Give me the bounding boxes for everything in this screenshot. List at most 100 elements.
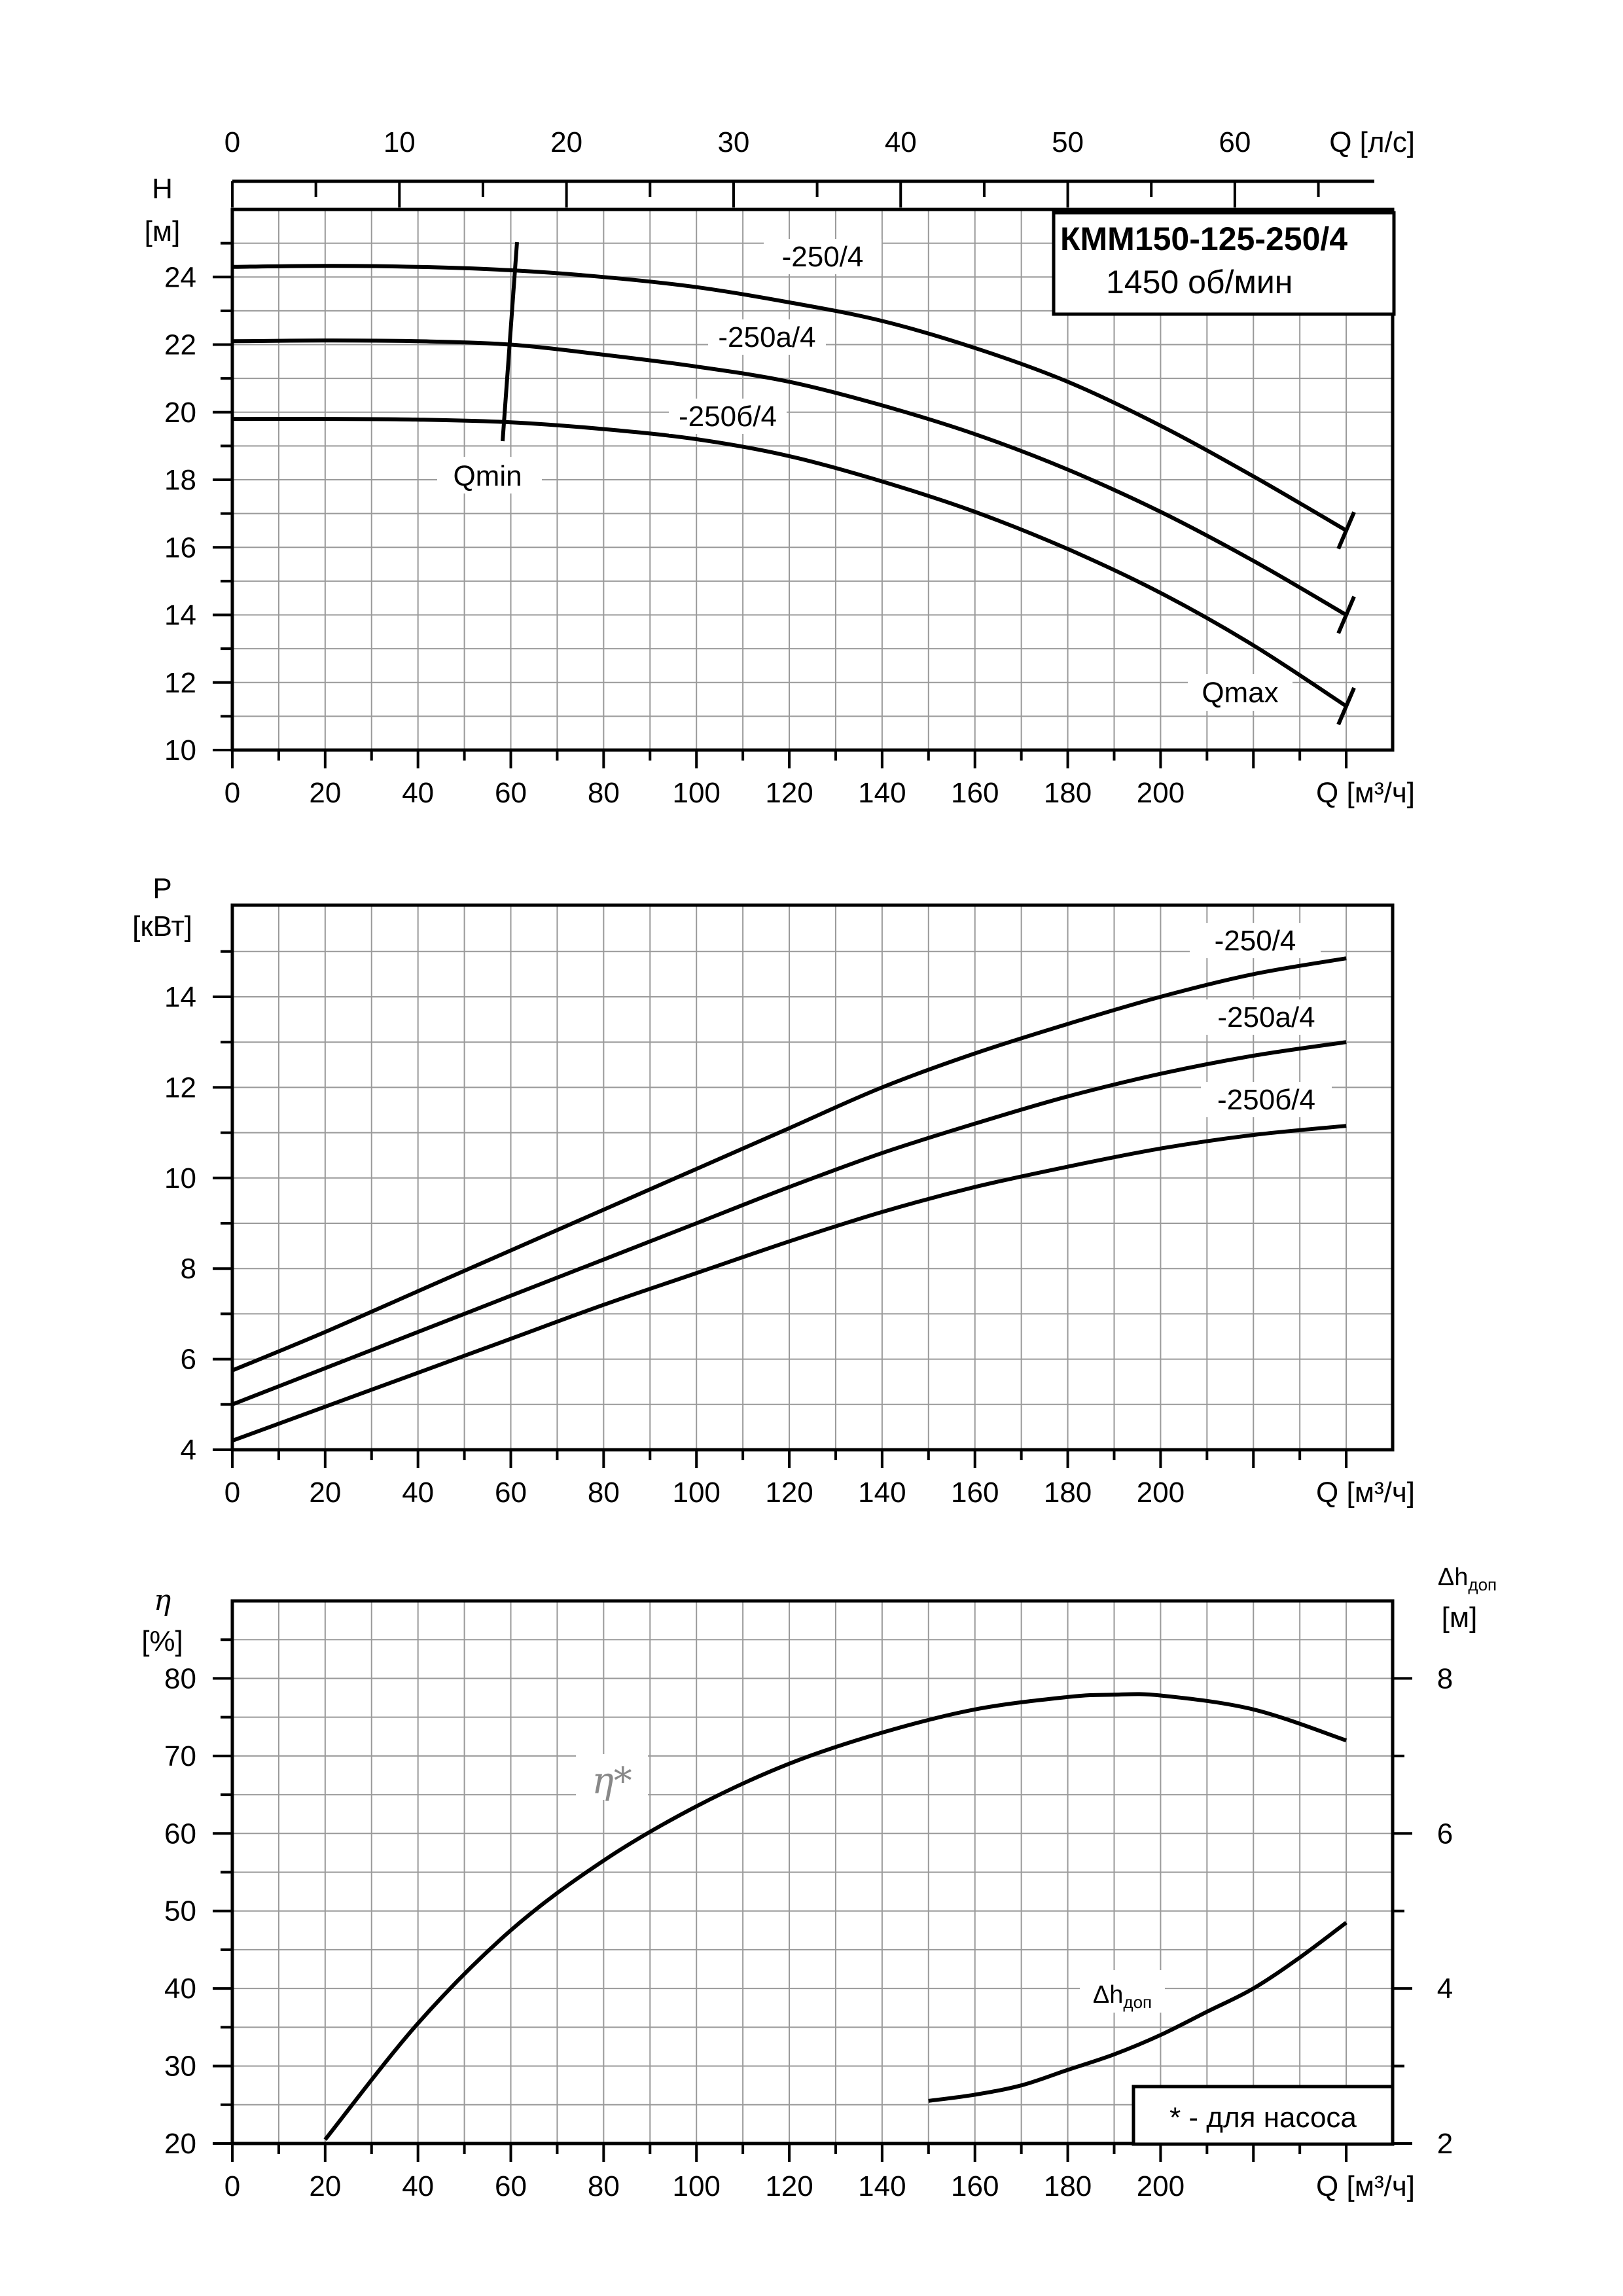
x-tick-label: 120	[765, 777, 813, 809]
series-label-bg	[1190, 923, 1321, 958]
x-tick-label: 60	[495, 1477, 527, 1509]
y-tick-label: 60	[164, 1818, 196, 1850]
series-line-0	[231, 956, 1347, 1372]
x-tick-label: 200	[1137, 2170, 1185, 2202]
y-axis-unit: [м]	[145, 215, 181, 247]
y2-axis-symbol: Δhдоп	[1438, 1564, 1497, 1594]
x-tick-label: 60	[495, 777, 527, 809]
y-tick-label: 80	[164, 1662, 196, 1695]
y-tick-label: 40	[164, 1973, 196, 2005]
npsh-label-bg	[1080, 1970, 1165, 2013]
x-tick-label: 60	[495, 2170, 527, 2202]
x2-tick-label: 50	[1052, 126, 1084, 158]
y-tick-label: 22	[164, 329, 196, 361]
x-tick-label: 80	[588, 2170, 620, 2202]
series-label: -250а/4	[718, 321, 815, 353]
x-tick-label: 140	[858, 1477, 906, 1509]
y-axis-unit: [%]	[141, 1625, 183, 1657]
y-tick-label: 24	[164, 261, 196, 293]
qmin-line	[501, 242, 519, 442]
x2-tick-label: 30	[717, 126, 749, 158]
x2-tick-label: 20	[550, 126, 582, 158]
qmax-marker	[1336, 596, 1356, 634]
y2-tick-label: 2	[1437, 2128, 1453, 2160]
x-tick-label: 200	[1137, 777, 1185, 809]
series-label-bg	[764, 239, 882, 274]
x-tick-label: 180	[1044, 2170, 1092, 2202]
x-tick-label: 80	[588, 1477, 620, 1509]
x2-tick-label: 40	[885, 126, 917, 158]
x-tick-label: 140	[858, 2170, 906, 2202]
x-tick-label: 160	[951, 2170, 999, 2202]
x-tick-label: 80	[588, 777, 620, 809]
head-chart: 10 12 14 16 18 20 22 24 H [м] 0 10 20 30 40 50 60 Q [л/с]…	[145, 126, 1415, 809]
x-tick-label: 20	[309, 2170, 341, 2202]
qmin-label: Qmin	[453, 460, 522, 492]
y-axis-unit: [кВт]	[132, 910, 192, 942]
note-text: * - для насоса	[1169, 2102, 1357, 2134]
x-tick-label: 180	[1044, 777, 1092, 809]
y-axis-symbol: P	[152, 872, 171, 905]
y-tick-label: 8	[181, 1253, 196, 1285]
y-tick-label: 10	[164, 1162, 196, 1194]
x-tick-label: 120	[765, 2170, 813, 2202]
x-tick-label: 120	[765, 1477, 813, 1509]
x-tick-label: 100	[672, 777, 720, 809]
series-label-bg	[1201, 999, 1332, 1035]
series-label: -250б/4	[1217, 1084, 1315, 1116]
x-tick-label: 200	[1137, 1477, 1185, 1509]
series-label: -250/4	[1215, 925, 1296, 957]
y-tick-label: 30	[164, 2051, 196, 2083]
x-tick-label: 0	[224, 2170, 240, 2202]
qmax-label: Qmax	[1202, 677, 1278, 709]
y-tick-label: 14	[164, 600, 196, 632]
x2-tick-label: 60	[1219, 126, 1251, 158]
series-line-2	[232, 417, 1347, 708]
series-line-1	[232, 338, 1347, 617]
y-tick-label: 18	[164, 464, 196, 496]
y-tick-label: 20	[164, 2128, 196, 2160]
x-tick-label: 0	[224, 777, 240, 809]
y2-tick-label: 6	[1437, 1818, 1453, 1850]
x-axis-label: Q [м³/ч]	[1316, 2170, 1415, 2202]
y-tick-label: 70	[164, 1740, 196, 1772]
series-label-bg	[669, 399, 787, 434]
qmax-marker	[1336, 511, 1356, 550]
x-tick-label: 40	[402, 777, 434, 809]
note-box	[1132, 2085, 1395, 2146]
x-tick-label: 40	[402, 1477, 434, 1509]
efficiency-npsh-chart: 20 30 40 50 60 70 80 2 4 6 8 η [%] Δhдоп [м] 0 20 40 60 80 1…	[141, 1564, 1497, 2202]
x-axis-label: Q [м³/ч]	[1316, 1477, 1415, 1509]
qmax-label-bg	[1188, 674, 1293, 711]
chart-title: КММ150-125-250/4	[1060, 221, 1347, 257]
series-label: -250б/4	[679, 401, 777, 433]
y-axis-symbol: η	[154, 1584, 171, 1617]
series-line-0	[232, 264, 1347, 532]
power-chart: 4 6 8 10 12 14 P [кВт] 0 20 40 60 80 100 120 140 160 180 2…	[132, 872, 1415, 1509]
y-tick-label: 12	[164, 667, 196, 699]
y-tick-label: 12	[164, 1071, 196, 1103]
series-label-bg	[1201, 1082, 1332, 1117]
series-label: -250а/4	[1217, 1001, 1315, 1033]
series-line-1	[928, 1921, 1347, 2103]
series-label-bg	[708, 319, 826, 355]
y-tick-label: 16	[164, 531, 196, 564]
x-tick-label: 20	[309, 777, 341, 809]
eta-label-bg	[576, 1754, 648, 1800]
y-axis-symbol: H	[152, 173, 173, 205]
series-label: -250/4	[782, 241, 864, 273]
y-tick-label: 6	[181, 1344, 196, 1376]
y2-axis-unit: [м]	[1442, 1602, 1478, 1634]
y-tick-label: 10	[164, 734, 196, 766]
series-line-2	[231, 1124, 1347, 1443]
y2-tick-label: 4	[1437, 1973, 1453, 2005]
x-axis-label: Q [м³/ч]	[1316, 777, 1415, 809]
y-tick-label: 50	[164, 1895, 196, 1928]
x-tick-label: 20	[309, 1477, 341, 1509]
y2-tick-label: 8	[1437, 1662, 1453, 1695]
x-tick-label: 140	[858, 777, 906, 809]
series-line-0	[323, 1692, 1347, 2141]
series-line-1	[231, 1040, 1347, 1407]
x2-tick-label: 10	[383, 126, 416, 158]
